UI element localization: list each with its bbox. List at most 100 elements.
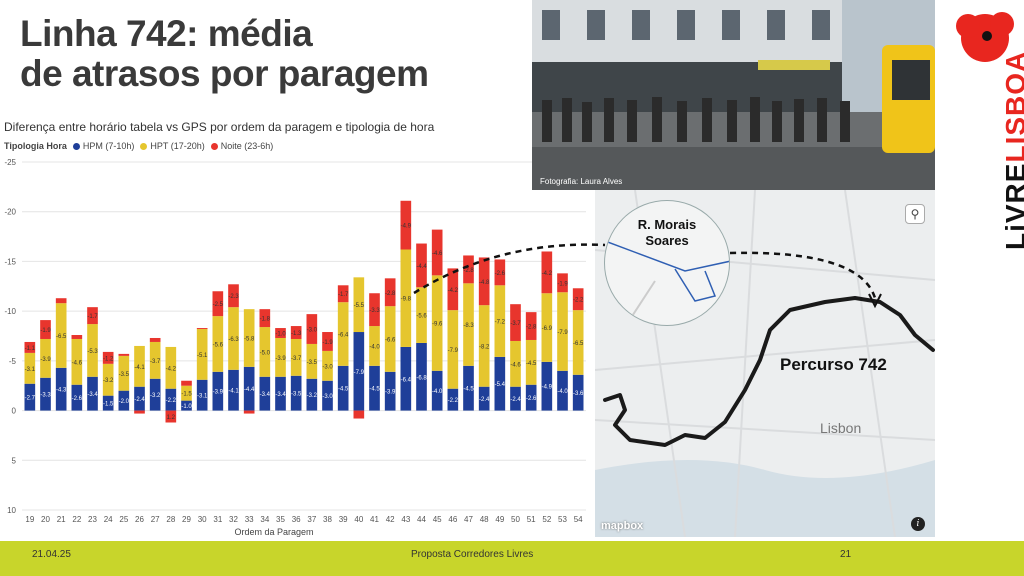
bar-segment — [181, 400, 192, 411]
legend-item-noite[interactable]: Noite (23-6h) — [210, 141, 273, 151]
bar-segment — [353, 410, 365, 419]
mapbox-attribution[interactable]: mapbox — [601, 520, 644, 532]
legend-dot-noite — [210, 142, 218, 150]
bar-segment — [196, 329, 208, 380]
bar-data-label: -5.8 — [244, 336, 255, 342]
photo-credit: Fotografia: Laura Alves — [540, 177, 623, 186]
bar-data-label: -2.8 — [385, 291, 396, 297]
x-tick-label: 34 — [260, 515, 269, 524]
bar-segment — [431, 275, 443, 371]
route-label: Percurso 742 — [780, 355, 887, 374]
bar-segment — [447, 310, 459, 389]
bar-data-label: -5.0 — [260, 350, 271, 356]
bar-data-label: -4.5 — [369, 387, 380, 393]
bar-data-label: -4.8 — [479, 280, 490, 286]
bar-data-label: -2.4 — [479, 397, 490, 403]
bar-data-label: -3.9 — [275, 356, 286, 362]
y-tick-label: -15 — [4, 257, 16, 266]
info-icon[interactable]: i — [911, 517, 925, 531]
bar-segment — [134, 345, 145, 387]
bar-data-label: -5.1 — [197, 353, 208, 359]
bar-data-label: -3.3 — [40, 393, 51, 399]
poppy-flower-icon — [956, 12, 1014, 62]
bar-data-label: -4.1 — [228, 389, 239, 395]
bar-segment — [24, 383, 36, 411]
x-tick-label: 47 — [464, 515, 473, 524]
x-tick-label: 27 — [151, 515, 160, 524]
bar-segment — [212, 371, 224, 411]
bar-data-label: -2.3 — [228, 294, 239, 300]
bar-data-label: -3.9 — [385, 390, 396, 396]
bar-data-label: -7.2 — [495, 320, 506, 326]
bar-data-label: -4.2 — [166, 366, 177, 372]
bar-data-label: -4.5 — [338, 387, 349, 393]
x-tick-label: 33 — [245, 515, 254, 524]
bar-data-label: -4.6 — [510, 362, 521, 368]
bar-data-label: -3.0 — [322, 394, 333, 400]
bar-data-label: -3.3 — [369, 308, 380, 314]
bar-segment — [494, 356, 506, 411]
brand-word1: LiVRE — [1000, 162, 1024, 250]
map-magnifier: R. Morais Soares — [604, 200, 730, 326]
x-tick-label: 46 — [448, 515, 457, 524]
bar-segment — [149, 378, 161, 411]
x-tick-label: 28 — [166, 515, 175, 524]
bar-segment — [243, 366, 255, 411]
x-tick-label: 22 — [72, 515, 81, 524]
x-tick-label: 53 — [558, 515, 567, 524]
bar-segment — [228, 284, 239, 308]
slide-title-line1: Linha 742: média — [20, 13, 313, 54]
bar-segment — [384, 371, 396, 411]
x-tick-label: 24 — [104, 515, 113, 524]
bar-data-label: -2.4 — [134, 397, 145, 403]
bar-data-label: -1.7 — [87, 314, 98, 320]
bar-segment — [353, 277, 365, 333]
bar-segment — [557, 292, 568, 371]
y-tick-label: 0 — [12, 407, 17, 416]
x-tick-label: 41 — [370, 515, 379, 524]
x-tick-label: 26 — [135, 515, 144, 524]
bar-segment — [494, 285, 506, 357]
legend-dot-hpt — [140, 142, 148, 150]
bar-data-label: -3.1 — [197, 394, 208, 400]
bar-data-label: -2.6 — [72, 396, 83, 402]
bar-data-label: -3.1 — [25, 367, 36, 373]
x-tick-label: 23 — [88, 515, 97, 524]
bar-segment — [525, 312, 537, 340]
bar-segment — [431, 370, 443, 411]
bar-segment — [322, 380, 333, 411]
legend-item-hpt[interactable]: HPT (17-20h) — [140, 141, 205, 151]
map-zoom-button[interactable]: ⚲ — [905, 204, 925, 224]
bar-segment — [102, 395, 114, 411]
bar-data-label: -5.6 — [213, 342, 224, 348]
magnifier-label: R. Morais Soares — [605, 217, 729, 249]
bar-data-label: -1.7 — [338, 292, 349, 298]
bar-segment — [55, 298, 67, 304]
bar-segment — [149, 341, 161, 379]
legend-item-hpm[interactable]: HPM (7-10h) — [72, 141, 134, 151]
bar-segment — [71, 335, 83, 339]
bar-data-label: -2.2 — [166, 398, 177, 404]
bar-segment — [541, 361, 553, 411]
bar-segment — [290, 338, 302, 376]
bar-segment — [463, 283, 474, 366]
bar-segment — [322, 332, 333, 351]
bar-segment — [290, 375, 302, 411]
x-tick-label: 49 — [495, 515, 504, 524]
bar-data-label: -3.0 — [307, 328, 318, 334]
bar-data-label: -3.7 — [510, 321, 521, 327]
y-tick-label: 5 — [12, 456, 17, 465]
x-tick-label: 38 — [323, 515, 332, 524]
bar-segment — [71, 338, 83, 385]
bar-segment — [102, 363, 114, 396]
x-tick-label: 44 — [417, 515, 426, 524]
bar-segment — [447, 388, 459, 411]
bar-segment — [400, 200, 412, 250]
magnifier-icon: ⚲ — [910, 207, 920, 221]
brand-word2: LISBOA — [1000, 50, 1024, 163]
bar-data-label: -1.2 — [103, 356, 114, 362]
bar-data-label: -3.4 — [260, 392, 271, 398]
bar-segment — [165, 410, 177, 423]
bar-segment — [275, 337, 286, 377]
route-map[interactable]: ⚲ Percurso 742 Lisbon mapbox i — [595, 190, 935, 537]
